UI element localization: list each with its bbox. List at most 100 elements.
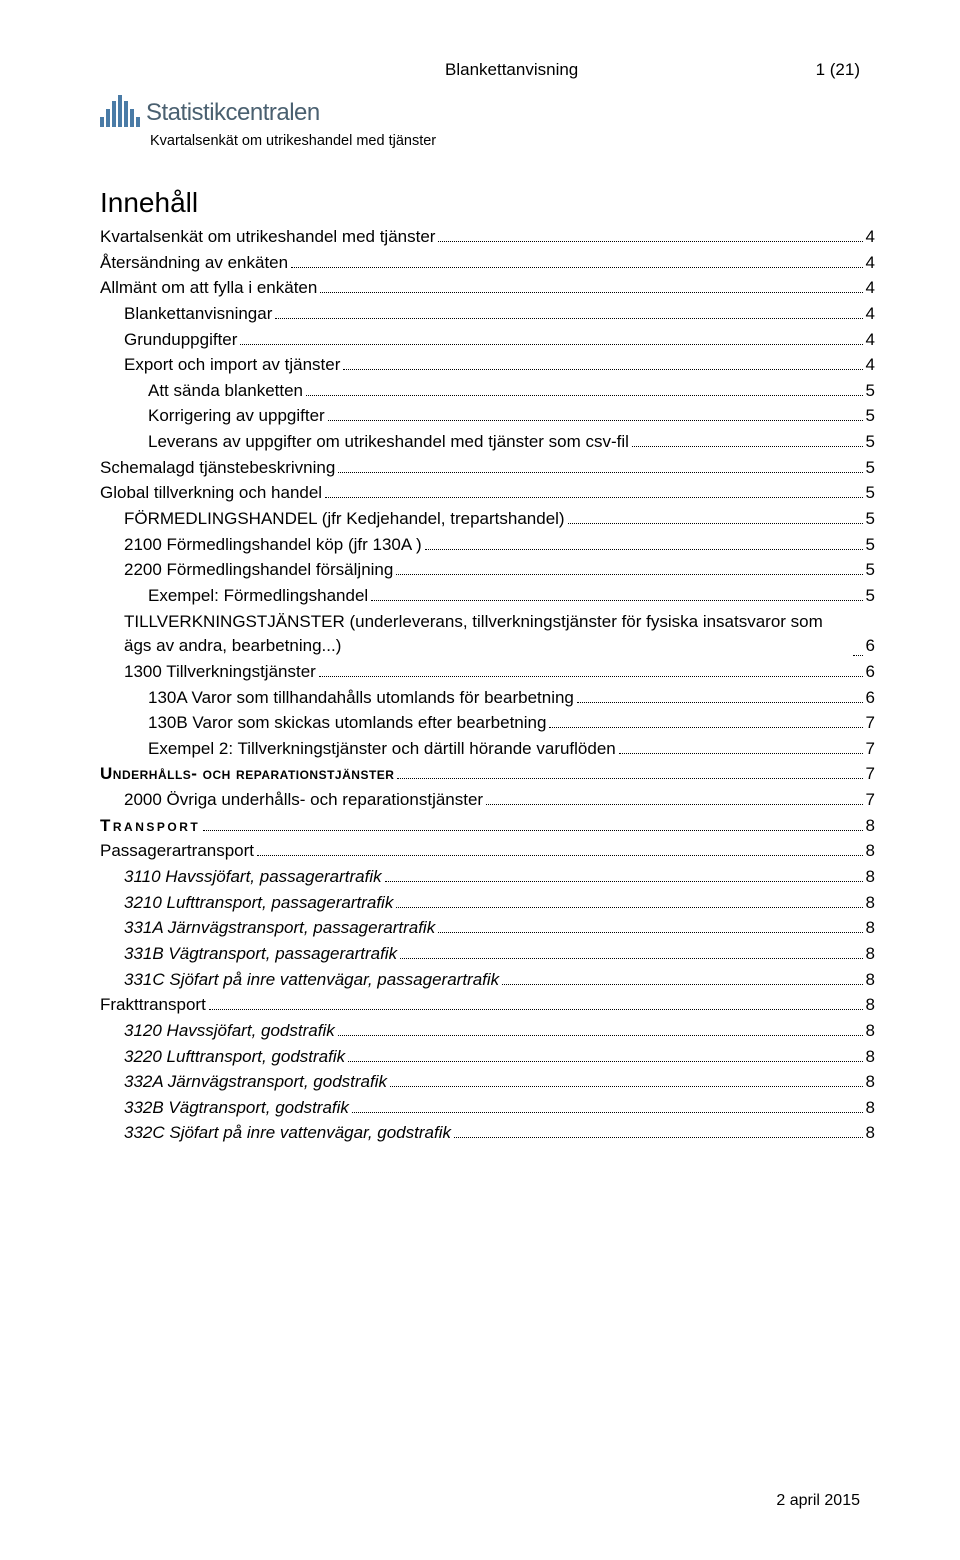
toc-entry-label: 2000 Övriga underhålls- och reparationst… — [124, 788, 483, 813]
toc-leader-dots — [577, 702, 863, 703]
toc-entry-label: Transport — [100, 814, 200, 839]
toc-entry: Passagerartransport8 — [100, 839, 875, 864]
toc-leader-dots — [396, 907, 862, 908]
toc-entry-page: 5 — [866, 558, 875, 583]
toc-entry-label: Exempel 2: Tillverkningstjänster och där… — [148, 737, 616, 762]
toc-leader-dots — [338, 1035, 863, 1036]
toc-leader-dots — [348, 1061, 862, 1062]
toc-entry: 331C Sjöfart på inre vattenvägar, passag… — [100, 968, 875, 993]
toc-entry: Kvartalsenkät om utrikeshandel med tjäns… — [100, 225, 875, 250]
toc-entry-label: Korrigering av uppgifter — [148, 404, 325, 429]
toc-entry: 3110 Havssjöfart, passagerartrafik8 — [100, 865, 875, 890]
toc-leader-dots — [240, 344, 862, 345]
toc-entry-label: Schemalagd tjänstebeskrivning — [100, 456, 335, 481]
toc-entry-page: 4 — [866, 302, 875, 327]
toc-entry-page: 8 — [866, 993, 875, 1018]
toc-entry-label: Grunduppgifter — [124, 328, 237, 353]
toc-entry-page: 7 — [866, 788, 875, 813]
toc-container: Kvartalsenkät om utrikeshandel med tjäns… — [100, 225, 875, 1146]
toc-entry: 3220 Lufttransport, godstrafik8 — [100, 1045, 875, 1070]
toc-entry-label: 332C Sjöfart på inre vattenvägar, godstr… — [124, 1121, 451, 1146]
toc-leader-dots — [352, 1112, 863, 1113]
toc-entry-label: Exempel: Förmedlingshandel — [148, 584, 368, 609]
toc-leader-dots — [257, 855, 863, 856]
toc-leader-dots — [325, 497, 862, 498]
toc-leader-dots — [425, 549, 863, 550]
toc-entry-label: 130A Varor som tillhandahålls utomlands … — [148, 686, 574, 711]
toc-entry-page: 4 — [866, 328, 875, 353]
toc-entry-label: 331A Järnvägstransport, passagerartrafik — [124, 916, 435, 941]
toc-leader-dots — [502, 984, 862, 985]
toc-entry-label: Passagerartransport — [100, 839, 254, 864]
toc-leader-dots — [632, 446, 863, 447]
logo-subtitle: Kvartalsenkät om utrikeshandel med tjäns… — [150, 133, 875, 149]
toc-entry-label: Att sända blanketten — [148, 379, 303, 404]
toc-entry-label: Allmänt om att fylla i enkäten — [100, 276, 317, 301]
toc-entry-page: 5 — [866, 533, 875, 558]
toc-entry-label: 2200 Förmedlingshandel försäljning — [124, 558, 393, 583]
toc-leader-dots — [454, 1137, 863, 1138]
toc-leader-dots — [320, 292, 862, 293]
toc-entry-page: 4 — [866, 225, 875, 250]
toc-title: Innehåll — [100, 187, 875, 219]
toc-entry-page: 8 — [866, 865, 875, 890]
toc-entry: Allmänt om att fylla i enkäten4 — [100, 276, 875, 301]
toc-entry: Exempel: Förmedlingshandel5 — [100, 584, 875, 609]
toc-entry-label: Frakttransport — [100, 993, 206, 1018]
toc-leader-dots — [397, 778, 862, 779]
footer-date: 2 april 2015 — [776, 1492, 860, 1510]
toc-entry: Exempel 2: Tillverkningstjänster och där… — [100, 737, 875, 762]
toc-entry: 3120 Havssjöfart, godstrafik8 — [100, 1019, 875, 1044]
toc-entry-page: 8 — [866, 968, 875, 993]
toc-entry-page: 6 — [866, 686, 875, 711]
toc-entry: Global tillverkning och handel5 — [100, 481, 875, 506]
toc-leader-dots — [486, 804, 862, 805]
toc-leader-dots — [328, 420, 863, 421]
toc-entry-page: 5 — [866, 379, 875, 404]
toc-entry-page: 8 — [866, 891, 875, 916]
toc-entry: 332B Vägtransport, godstrafik 8 — [100, 1096, 875, 1121]
toc-entry: 2200 Förmedlingshandel försäljning 5 — [100, 558, 875, 583]
toc-entry: 331B Vägtransport, passagerartrafik 8 — [100, 942, 875, 967]
toc-entry-label: TILLVERKNINGSTJÄNSTER (underleverans, ti… — [124, 610, 850, 659]
toc-leader-dots — [291, 267, 862, 268]
toc-entry-page: 5 — [866, 507, 875, 532]
toc-entry-page: 5 — [866, 430, 875, 455]
header-page-indicator: 1 (21) — [816, 60, 860, 80]
toc-entry-label: 331C Sjöfart på inre vattenvägar, passag… — [124, 968, 499, 993]
toc-entry-page: 8 — [866, 1096, 875, 1121]
toc-leader-dots — [203, 830, 862, 831]
toc-entry-page: 8 — [866, 1070, 875, 1095]
toc-leader-dots — [568, 523, 863, 524]
toc-entry-label: 331B Vägtransport, passagerartrafik — [124, 942, 397, 967]
toc-leader-dots — [209, 1009, 863, 1010]
toc-entry-page: 7 — [866, 762, 875, 787]
toc-entry-label: Export och import av tjänster — [124, 353, 340, 378]
toc-entry: FÖRMEDLINGSHANDEL (jfr Kedjehandel, trep… — [100, 507, 875, 532]
toc-entry: Leverans av uppgifter om utrikeshandel m… — [100, 430, 875, 455]
toc-entry-page: 6 — [866, 634, 875, 659]
toc-entry: Schemalagd tjänstebeskrivning5 — [100, 456, 875, 481]
toc-entry-page: 8 — [866, 1121, 875, 1146]
toc-entry: 331A Järnvägstransport, passagerartrafik… — [100, 916, 875, 941]
toc-entry-label: 2100 Förmedlingshandel köp (jfr 130A ) — [124, 533, 422, 558]
toc-entry-label: Blankettanvisningar — [124, 302, 272, 327]
toc-leader-dots — [343, 369, 862, 370]
logo-brand-text: Statistikcentralen — [146, 99, 320, 127]
toc-entry-label: Kvartalsenkät om utrikeshandel med tjäns… — [100, 225, 435, 250]
toc-entry-page: 4 — [866, 353, 875, 378]
toc-entry: 130A Varor som tillhandahålls utomlands … — [100, 686, 875, 711]
toc-entry-page: 5 — [866, 404, 875, 429]
logo-bars-icon — [100, 95, 140, 127]
toc-leader-dots — [306, 395, 863, 396]
toc-entry-page: 8 — [866, 942, 875, 967]
toc-entry-page: 8 — [866, 1045, 875, 1070]
toc-entry-label: 332B Vägtransport, godstrafik — [124, 1096, 349, 1121]
toc-entry-page: 6 — [866, 660, 875, 685]
toc-entry-page: 7 — [866, 711, 875, 736]
toc-entry-label: Underhålls- och reparationstjänster — [100, 762, 394, 787]
toc-entry-page: 8 — [866, 814, 875, 839]
toc-entry: 332A Järnvägstransport, godstrafik8 — [100, 1070, 875, 1095]
toc-leader-dots — [371, 600, 862, 601]
toc-leader-dots — [385, 881, 863, 882]
